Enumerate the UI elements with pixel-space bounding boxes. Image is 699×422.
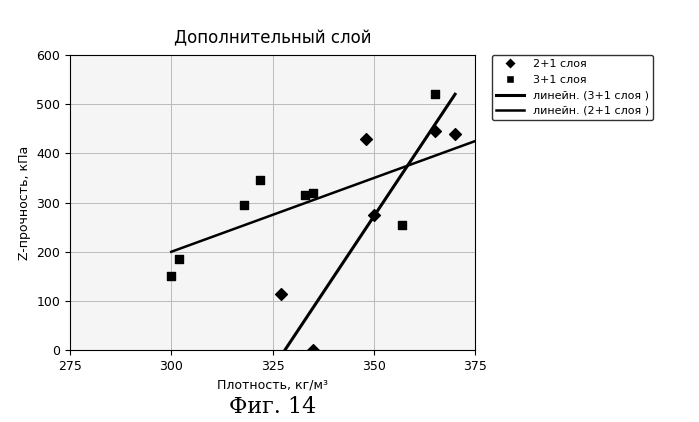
Point [238, 202, 250, 208]
Point [275, 290, 287, 297]
Point [299, 192, 310, 198]
Point [449, 130, 461, 137]
Point [308, 347, 319, 354]
Y-axis label: Z-прочность, кПа: Z-прочность, кПа [17, 146, 31, 260]
Point [174, 256, 185, 262]
Point [166, 273, 177, 280]
X-axis label: Плотность, кг/м³: Плотность, кг/м³ [217, 379, 328, 392]
Legend: 2+1 слоя, 3+1 слоя, линейн. (3+1 слоя ), линейн. (2+1 слоя ): 2+1 слоя, 3+1 слоя, линейн. (3+1 слоя ),… [491, 55, 654, 120]
Point [429, 128, 440, 135]
Point [429, 91, 440, 97]
Point [255, 177, 266, 184]
Title: Дополнительный слой: Дополнительный слой [174, 30, 371, 48]
Point [397, 221, 408, 228]
Point [360, 135, 371, 142]
Point [368, 211, 380, 218]
Point [308, 189, 319, 196]
Text: Фиг. 14: Фиг. 14 [229, 396, 316, 418]
